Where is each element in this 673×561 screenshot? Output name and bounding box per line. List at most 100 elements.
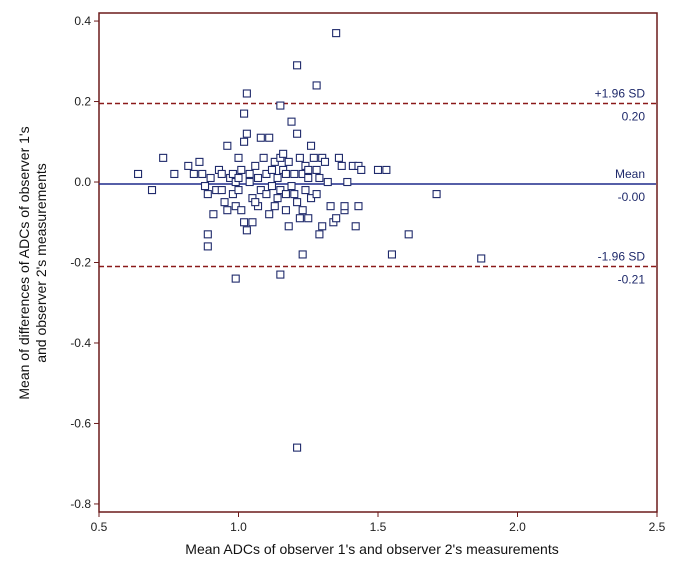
x-tick-label: 1.5	[370, 520, 387, 534]
data-point	[306, 141, 316, 150]
data-point	[315, 230, 324, 239]
mean-value: -0.00	[618, 190, 646, 204]
data-point	[251, 161, 260, 170]
data-point	[357, 165, 366, 174]
data-point	[237, 165, 246, 174]
plot-area	[98, 12, 658, 513]
data-point	[351, 222, 360, 231]
data-point	[198, 169, 207, 179]
y-axis-title-line2: and observer 2's measurements	[33, 163, 49, 363]
lower-limit-value: -0.21	[618, 273, 646, 287]
axes: 0.4 0.2 0.0 -0.2 -0.4 -0.6 -0.80.5 1.0 1.5 2.0 2.5	[70, 14, 665, 534]
data-point	[312, 190, 321, 199]
data-point	[276, 101, 285, 110]
data-point	[281, 190, 290, 199]
data-point	[203, 242, 212, 251]
y-tick-label: 0.4	[74, 14, 91, 28]
data-point	[259, 153, 268, 162]
data-point	[223, 206, 232, 215]
data-point	[242, 129, 251, 138]
data-point	[245, 177, 254, 187]
data-point	[209, 210, 218, 219]
x-axis-title: Mean ADCs of observer 1's and observer 2…	[185, 541, 558, 557]
data-point	[323, 177, 332, 187]
data-point	[234, 173, 243, 183]
data-points	[134, 29, 486, 452]
data-point	[276, 270, 285, 279]
data-point	[273, 173, 282, 183]
data-point	[477, 254, 486, 263]
data-point	[340, 202, 349, 211]
data-point	[240, 218, 249, 227]
data-point	[147, 186, 157, 195]
data-point	[203, 190, 212, 199]
y-tick-label: 0.0	[74, 175, 91, 189]
data-point	[304, 173, 313, 183]
data-point	[309, 153, 318, 162]
data-point	[267, 165, 277, 174]
data-point	[240, 109, 249, 118]
y-axis-title-line1: Mean of differences of ADCs of observer …	[16, 126, 32, 399]
data-point	[298, 250, 307, 259]
data-point	[234, 186, 243, 195]
data-point	[312, 165, 321, 174]
data-point	[270, 202, 279, 211]
data-point	[387, 250, 397, 259]
data-point	[281, 206, 290, 215]
data-point	[295, 153, 304, 162]
data-point	[301, 186, 310, 195]
data-point	[337, 161, 346, 170]
data-point	[251, 198, 260, 207]
data-point	[318, 222, 327, 231]
data-point	[295, 214, 304, 223]
y-tick-label: -0.4	[70, 336, 91, 350]
x-tick-label: 2.5	[649, 520, 666, 534]
data-point	[284, 157, 293, 166]
data-point	[287, 117, 296, 126]
data-point	[354, 202, 363, 211]
data-point	[293, 198, 302, 207]
data-point	[281, 169, 290, 179]
data-point	[242, 89, 251, 98]
data-point	[287, 181, 296, 191]
data-point	[262, 190, 271, 199]
x-tick-label: 1.0	[230, 520, 247, 534]
data-point	[432, 190, 441, 199]
data-point	[231, 274, 240, 283]
data-point	[234, 153, 243, 162]
data-point	[245, 169, 254, 179]
data-point	[220, 198, 229, 207]
data-point	[279, 149, 288, 158]
data-point	[184, 161, 193, 170]
data-point	[253, 173, 263, 183]
data-point	[217, 169, 226, 179]
upper-limit-value: 0.20	[622, 110, 646, 124]
y-tick-label: -0.2	[70, 256, 91, 270]
data-point	[373, 165, 383, 174]
data-point	[248, 218, 257, 227]
data-point	[304, 214, 313, 223]
data-point	[304, 165, 313, 174]
data-point	[298, 206, 307, 215]
data-point	[217, 186, 226, 195]
data-point	[312, 81, 321, 90]
data-point	[382, 165, 391, 174]
lower-limit-label: -1.96 SD	[598, 250, 646, 264]
data-point	[293, 443, 302, 452]
data-point	[159, 153, 168, 162]
x-tick-label: 0.5	[91, 520, 108, 534]
data-point	[332, 29, 341, 38]
data-point	[273, 194, 282, 203]
y-tick-label: 0.2	[74, 95, 91, 109]
data-point	[170, 169, 179, 179]
data-point	[195, 157, 204, 166]
y-tick-label: -0.8	[70, 497, 91, 511]
data-point	[134, 169, 143, 179]
data-point	[200, 181, 210, 191]
data-point	[203, 230, 212, 239]
upper-limit-label: +1.96 SD	[595, 87, 646, 101]
data-point	[237, 206, 246, 215]
data-point	[240, 137, 249, 146]
data-point	[223, 141, 232, 150]
